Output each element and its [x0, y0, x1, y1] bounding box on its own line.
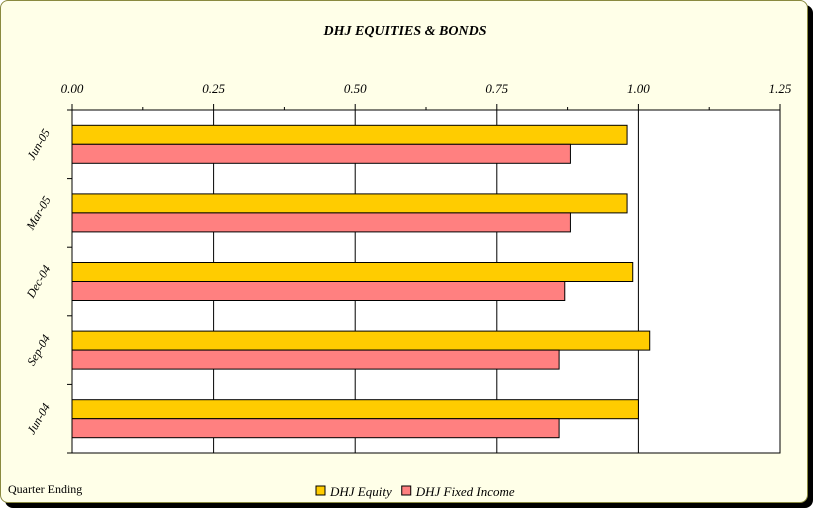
bars	[71, 124, 651, 439]
legend-swatch	[315, 485, 326, 496]
bar-dhj-fixed-income	[71, 281, 566, 301]
legend-label: DHJ Equity	[329, 484, 392, 499]
category-label: Mar-05	[23, 194, 54, 233]
x-tick-label: 0.75	[485, 81, 508, 96]
y-axis: Jun-05 Mar-05 Dec-04 Sep-04 Jun-04	[23, 109, 72, 454]
bar-dhj-fixed-income	[71, 349, 560, 370]
legend-label: DHJ Fixed Income	[415, 484, 515, 499]
chart-title: DHJ EQUITIES & BONDS	[323, 24, 487, 39]
category-label: Jun-05	[24, 126, 53, 162]
legend-swatch	[401, 485, 412, 496]
bar-dhj-fixed-income	[71, 212, 571, 233]
category-label: Dec-04	[23, 263, 53, 301]
bar-dhj-fixed-income	[71, 418, 560, 439]
x-axis: 0.00 0.25 0.50 0.75 1.00 1.25	[61, 81, 792, 110]
bar-dhj-equity	[71, 124, 628, 145]
x-tick-label: 0.00	[61, 81, 84, 96]
bar-dhj-equity	[71, 330, 651, 351]
category-label: Jun-04	[24, 401, 53, 437]
x-tick-label: 1.00	[627, 81, 650, 96]
bar-dhj-fixed-income	[71, 143, 571, 164]
x-tick-label: 0.25	[202, 81, 225, 96]
x-tick-label: 0.50	[344, 81, 367, 96]
axis-title: Quarter Ending	[8, 482, 82, 496]
bar-dhj-equity	[71, 262, 634, 282]
x-tick-label: 1.25	[769, 81, 792, 96]
bar-dhj-equity	[71, 193, 628, 214]
category-label: Sep-04	[24, 332, 53, 368]
legend: DHJ Equity DHJ Fixed Income	[315, 484, 515, 499]
bar-dhj-equity	[71, 399, 639, 420]
